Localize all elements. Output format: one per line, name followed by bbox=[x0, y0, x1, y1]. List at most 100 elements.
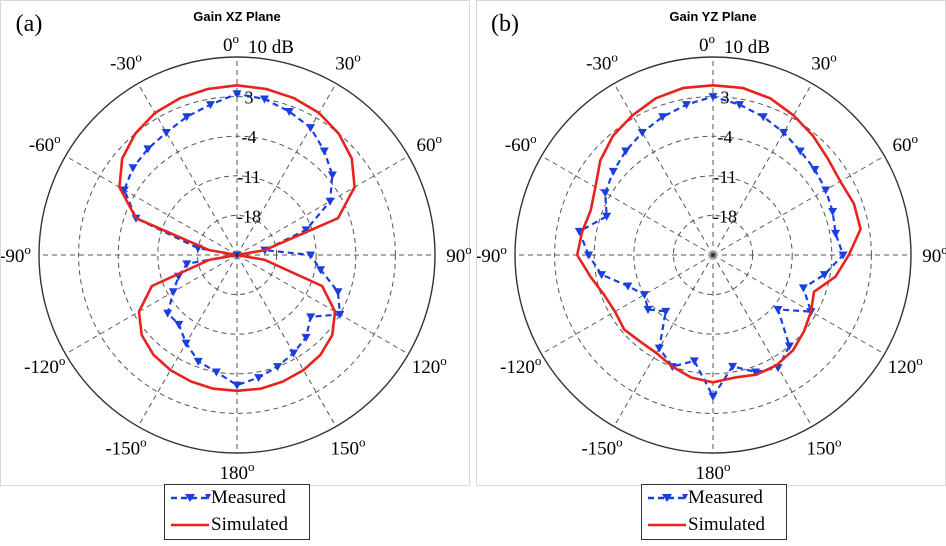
grid-circle bbox=[554, 96, 872, 414]
angle-label: -90o bbox=[477, 242, 507, 267]
measured-marker bbox=[639, 291, 649, 300]
grid-spoke bbox=[236, 254, 337, 427]
angle-label: 150o bbox=[331, 434, 366, 459]
measured-marker bbox=[810, 166, 820, 175]
measured-marker bbox=[211, 368, 221, 377]
measured-marker bbox=[335, 310, 345, 319]
measured-marker bbox=[306, 313, 316, 322]
polar-chart-a: (a) Gain XZ Plane 3 -4 -11 -18 10 dB 0o 30o 60o 90… bbox=[1, 9, 471, 484]
measured-marker bbox=[205, 101, 215, 110]
grid-circle bbox=[157, 175, 317, 335]
grid-spoke bbox=[712, 254, 813, 427]
measured-marker bbox=[784, 342, 794, 351]
measured-marker bbox=[597, 271, 607, 280]
measured-marker bbox=[819, 271, 829, 280]
grid-spoke bbox=[613, 83, 714, 256]
measured-marker bbox=[584, 251, 594, 260]
measured-marker bbox=[795, 147, 805, 156]
measured-marker bbox=[301, 333, 311, 342]
grid-spoke bbox=[613, 254, 714, 427]
radial-tick-label: -4 bbox=[718, 127, 733, 147]
grid-spoke bbox=[236, 155, 409, 256]
legend-entry-simulated: Simulated bbox=[642, 512, 786, 538]
measured-marker bbox=[306, 251, 316, 260]
measured-marker bbox=[608, 167, 618, 176]
measured-marker bbox=[181, 339, 191, 348]
grid-spoke bbox=[712, 83, 813, 256]
grid-spoke bbox=[236, 254, 409, 355]
measured-marker bbox=[143, 145, 153, 154]
measured-marker bbox=[831, 229, 841, 238]
measured-marker bbox=[643, 306, 653, 315]
center-point bbox=[711, 253, 715, 257]
measured-marker bbox=[751, 368, 761, 377]
measured-marker bbox=[681, 101, 691, 110]
measured-marker bbox=[637, 129, 647, 138]
measured-marker bbox=[182, 260, 192, 269]
angle-label: -90o bbox=[1, 242, 31, 267]
grid-spoke bbox=[65, 155, 238, 256]
series-measured-line bbox=[123, 92, 342, 387]
center-point bbox=[235, 253, 239, 257]
grid-spoke bbox=[712, 155, 885, 256]
measured-marker bbox=[163, 309, 173, 318]
angle-label: 120o bbox=[888, 353, 923, 378]
legend-simulated-label: Simulated bbox=[688, 514, 766, 535]
measured-marker bbox=[708, 392, 718, 401]
grid-spoke bbox=[65, 254, 238, 355]
panel-label: (b) bbox=[491, 11, 519, 37]
measured-marker bbox=[260, 95, 270, 104]
measured-marker bbox=[174, 320, 184, 329]
measured-marker bbox=[119, 186, 129, 195]
radial-tick-label: -11 bbox=[237, 167, 260, 187]
measured-marker bbox=[798, 284, 808, 293]
angle-label: 90o bbox=[446, 242, 471, 267]
grid-spoke bbox=[541, 155, 714, 256]
series-measured-line bbox=[577, 95, 845, 399]
measured-marker bbox=[779, 129, 789, 138]
legend-a: Measured Simulated bbox=[164, 484, 310, 540]
radial-tick-label: -4 bbox=[242, 127, 257, 147]
legend-b: Measured Simulated bbox=[641, 484, 787, 540]
measured-marker bbox=[661, 307, 671, 316]
angle-label: -120o bbox=[24, 353, 65, 378]
grid-circle bbox=[633, 175, 793, 335]
angle-label: -30o bbox=[586, 50, 618, 75]
angle-label: 150o bbox=[807, 434, 842, 459]
measured-marker bbox=[316, 266, 326, 275]
measured-marker bbox=[735, 101, 745, 110]
series-simulated-line bbox=[575, 84, 862, 384]
measured-marker bbox=[232, 381, 242, 390]
legend-simulated-label: Simulated bbox=[211, 514, 289, 535]
angle-label: -60o bbox=[29, 131, 61, 156]
grid-spoke bbox=[712, 254, 885, 355]
radial-unit-label: 10 dB bbox=[248, 37, 294, 58]
angle-label: 0o bbox=[699, 31, 715, 56]
measured-marker bbox=[301, 226, 311, 235]
measured-marker bbox=[232, 90, 242, 99]
measured-marker bbox=[168, 288, 178, 297]
legend-entry-measured: Measured bbox=[165, 485, 309, 511]
legend-simulated-swatch bbox=[171, 523, 209, 527]
measured-marker bbox=[182, 113, 192, 122]
measured-marker bbox=[193, 357, 203, 366]
angle-label: -30o bbox=[110, 50, 142, 75]
measured-marker bbox=[289, 349, 299, 358]
outer-circle bbox=[514, 56, 912, 454]
measured-marker bbox=[728, 362, 738, 371]
measured-marker bbox=[838, 251, 848, 260]
series-simulated-line bbox=[118, 84, 356, 393]
measured-marker bbox=[773, 306, 783, 315]
angle-label: -120o bbox=[500, 353, 541, 378]
measured-marker bbox=[821, 186, 831, 195]
measured-marker bbox=[623, 282, 633, 291]
grid-spoke bbox=[541, 254, 714, 355]
panel-a-xz-plane: (a) Gain XZ Plane 3 -4 -11 -18 10 dB 0o 30o 60o 90… bbox=[0, 0, 471, 486]
measured-marker bbox=[273, 363, 283, 372]
radial-tick-label: -18 bbox=[237, 206, 261, 226]
measured-marker bbox=[128, 164, 138, 173]
angle-label: 120o bbox=[412, 353, 447, 378]
angle-label: 180o bbox=[220, 459, 255, 484]
measured-marker bbox=[284, 107, 294, 116]
polar-chart-b: (b) Gain YZ Plane 3 -4 -11 -18 10 dB 0o 30o 60o 90… bbox=[477, 9, 946, 484]
